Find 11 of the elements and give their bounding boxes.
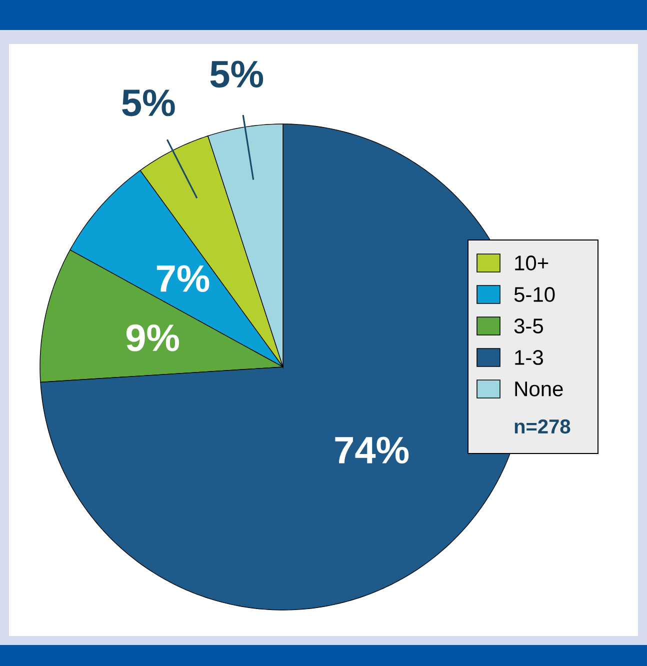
data-label: 7% (156, 265, 210, 292)
data-label: 9% (126, 324, 180, 352)
legend-label: 10+ (515, 256, 548, 270)
legend-label: None (515, 382, 563, 396)
legend-label: 1-3 (515, 350, 543, 365)
text: n=278 (514, 419, 570, 434)
data-label: 5% (210, 60, 264, 88)
data-label: 5% (122, 89, 175, 116)
legend-label: 5-10 (514, 287, 555, 302)
legend-label: 3-5 (514, 318, 543, 334)
data-label: 74% (335, 436, 409, 464)
